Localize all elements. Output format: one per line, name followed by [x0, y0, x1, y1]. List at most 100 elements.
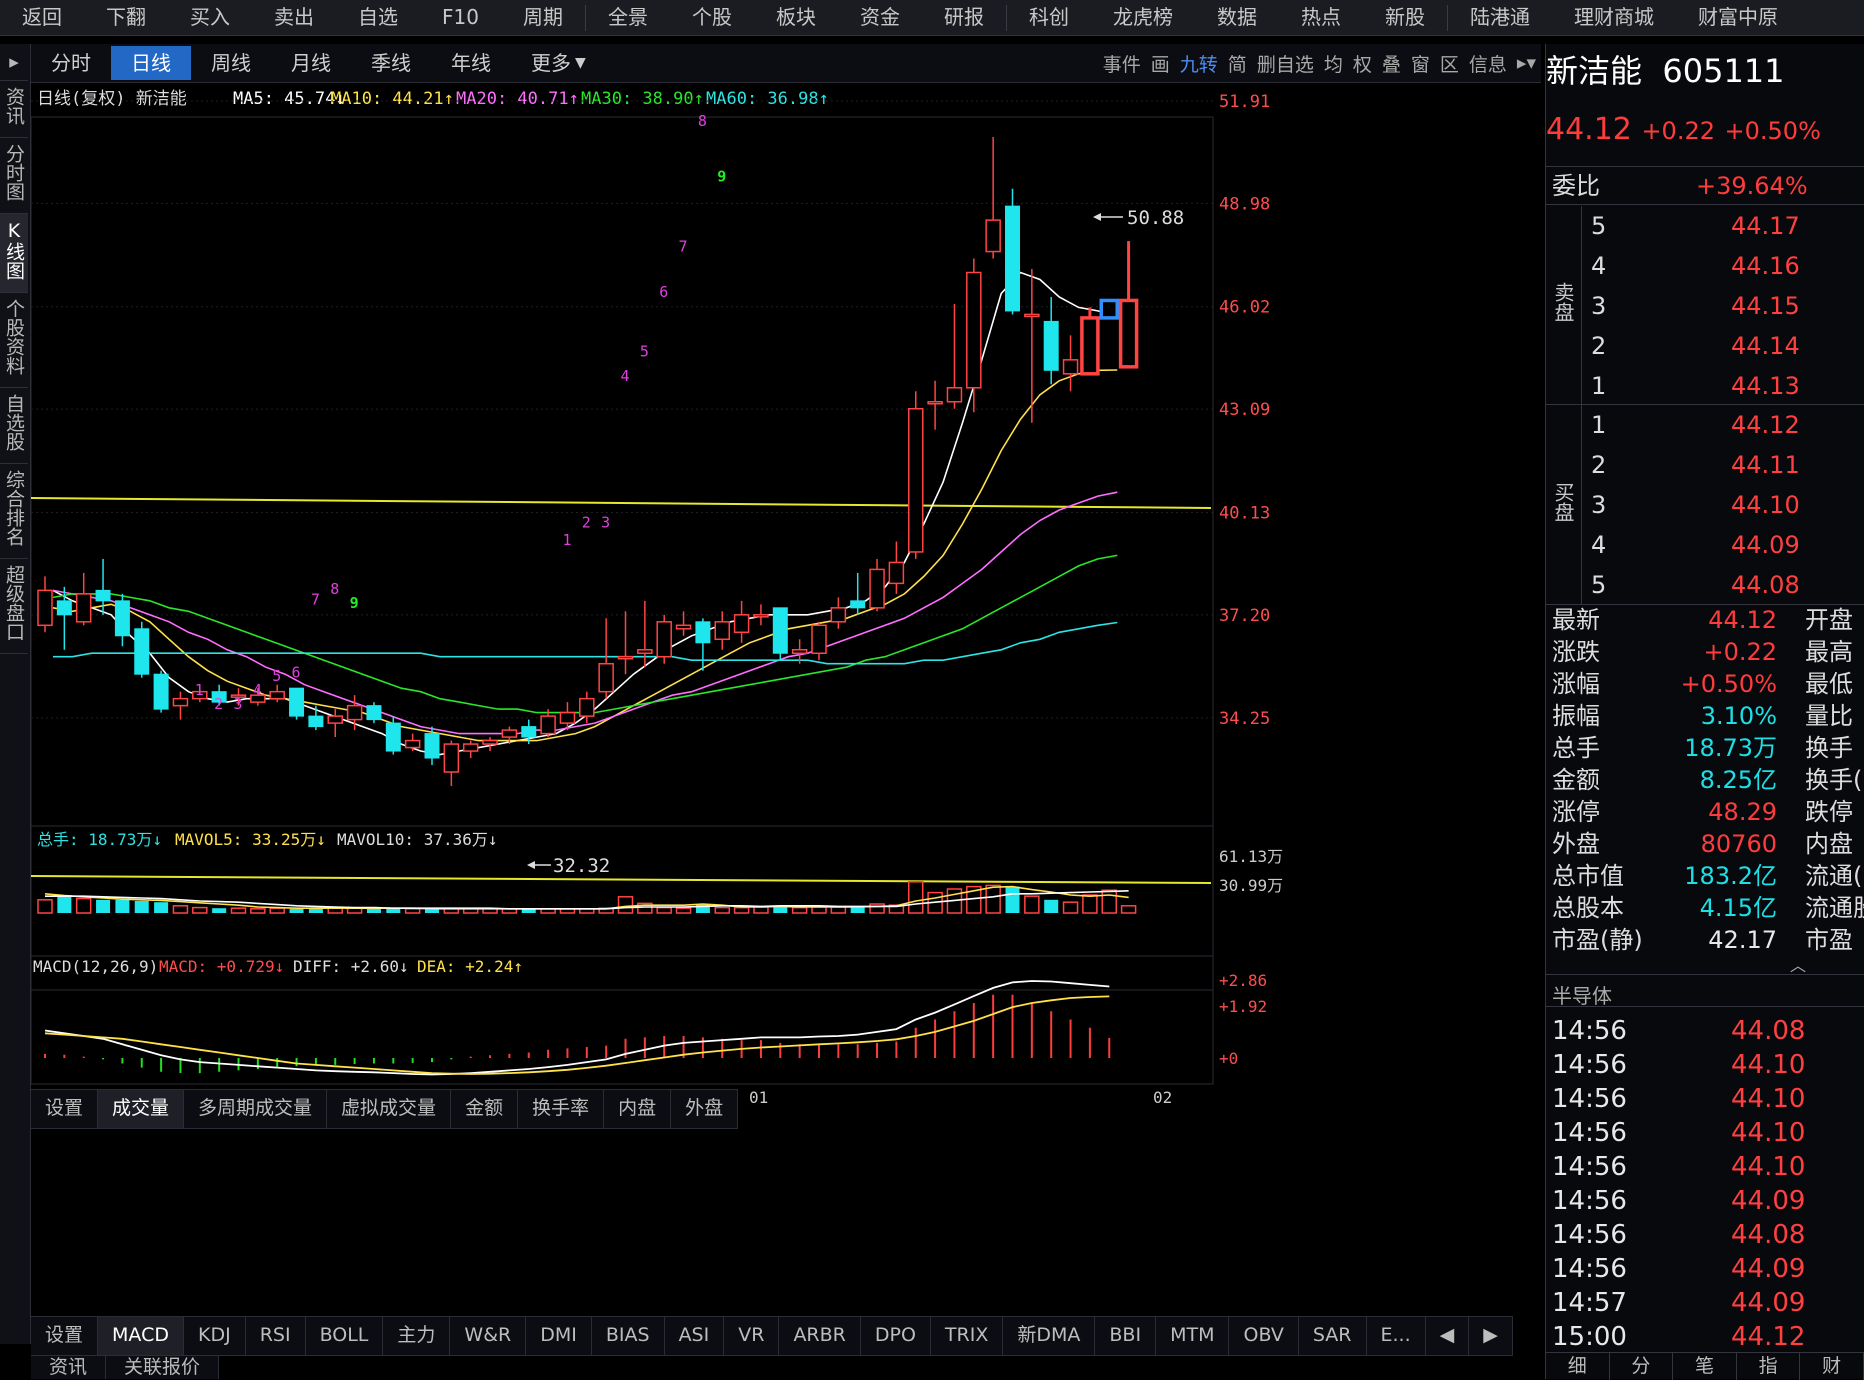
candle[interactable] — [114, 593, 130, 647]
rail-item[interactable]: K线图 — [0, 214, 28, 293]
sell-level-row[interactable]: 3 44.15 — [1581, 286, 1864, 326]
topbar-item[interactable]: 理财商城 — [1573, 4, 1654, 29]
indicator-tab[interactable]: VR — [724, 1317, 780, 1355]
topbar-item[interactable]: 返回 — [22, 4, 62, 29]
volume-tab[interactable]: 外盘 — [671, 1090, 739, 1128]
tool-item[interactable]: 区 — [1439, 53, 1459, 76]
period-tab[interactable]: 月线 — [291, 51, 331, 75]
buy-level-row[interactable]: 2 44.11 — [1581, 445, 1864, 485]
candle[interactable] — [985, 136, 1001, 259]
right-tab[interactable]: 细 — [1546, 1353, 1610, 1380]
candle[interactable] — [540, 709, 556, 738]
volume-tab[interactable]: 成交量 — [98, 1090, 185, 1128]
candle[interactable] — [927, 380, 943, 430]
topbar-item[interactable]: 科创 — [1028, 4, 1069, 29]
candle[interactable] — [830, 597, 847, 629]
topbar-item[interactable]: 热点 — [1300, 4, 1341, 29]
candle[interactable] — [482, 737, 498, 752]
indicator-tab[interactable]: W&R — [450, 1317, 527, 1355]
candle[interactable] — [250, 688, 266, 706]
topbar-item[interactable]: 自选 — [358, 4, 398, 29]
volume-tab[interactable]: 虚拟成交量 — [327, 1090, 452, 1128]
candle[interactable] — [1099, 298, 1119, 320]
indicator-tab[interactable]: 设置 — [31, 1317, 99, 1355]
candle[interactable] — [1024, 269, 1040, 423]
topbar-item[interactable]: 周期 — [522, 4, 563, 29]
candle[interactable] — [289, 687, 305, 720]
tool-item[interactable]: 权 — [1352, 53, 1372, 76]
right-tab[interactable]: 指 — [1737, 1353, 1801, 1380]
right-tab[interactable]: 财 — [1800, 1353, 1864, 1380]
more-chevron-icon[interactable]: ▼ — [575, 55, 586, 71]
buy-level-row[interactable]: 1 44.12 — [1581, 405, 1864, 445]
candle[interactable] — [153, 670, 169, 713]
candle[interactable] — [385, 716, 401, 755]
candle[interactable] — [559, 702, 576, 731]
topbar-item[interactable]: 新股 — [1384, 4, 1425, 29]
tool-item[interactable]: 均 — [1323, 53, 1343, 76]
candle[interactable] — [695, 618, 711, 671]
candle[interactable] — [869, 558, 885, 612]
candle[interactable] — [850, 572, 866, 615]
candle[interactable] — [908, 391, 924, 559]
sell-level-row[interactable]: 5 44.17 — [1581, 206, 1864, 246]
period-tab[interactable]: 周线 — [211, 51, 251, 75]
candle[interactable] — [134, 621, 150, 678]
topbar-item[interactable]: F10 — [442, 4, 479, 29]
indicator-tab[interactable]: BBI — [1095, 1317, 1157, 1355]
tool-item[interactable]: 事件 — [1102, 53, 1141, 76]
candle[interactable] — [1062, 335, 1079, 392]
candle[interactable] — [327, 709, 343, 738]
candle[interactable] — [1043, 296, 1059, 385]
topbar-item[interactable]: 陆港通 — [1469, 4, 1530, 29]
candle[interactable] — [462, 740, 479, 759]
candle[interactable] — [366, 702, 382, 724]
indicator-tab[interactable]: ARBR — [779, 1317, 861, 1355]
volume-tab[interactable]: 金额 — [451, 1090, 519, 1128]
topbar-item[interactable]: 财富中原 — [1697, 4, 1778, 29]
indicator-tab[interactable]: RSI — [246, 1317, 306, 1355]
right-tab[interactable]: 分 — [1610, 1353, 1674, 1380]
candle[interactable] — [772, 607, 788, 661]
candle[interactable] — [791, 639, 808, 664]
candle[interactable] — [637, 600, 653, 668]
rail-item[interactable]: 分时图 — [0, 138, 28, 214]
expand-icon[interactable]: ▸▾ — [1516, 52, 1536, 74]
rail-item[interactable]: 综合排名 — [0, 464, 28, 559]
candle[interactable] — [95, 558, 111, 615]
sell-level-row[interactable]: 2 44.14 — [1581, 326, 1864, 366]
resistance-line[interactable] — [31, 497, 1212, 509]
candle[interactable] — [521, 719, 537, 745]
rail-item[interactable]: 资讯 — [0, 81, 28, 138]
topbar-item[interactable]: 全景 — [607, 4, 648, 29]
indicator-tab[interactable]: MACD — [98, 1317, 184, 1355]
topbar-item[interactable]: 数据 — [1216, 4, 1257, 29]
topbar-item[interactable]: 下翻 — [106, 4, 146, 29]
candle[interactable] — [1118, 241, 1139, 369]
candle[interactable] — [37, 576, 53, 633]
candle[interactable] — [714, 611, 730, 650]
topbar-item[interactable]: 资金 — [859, 4, 900, 29]
sell-level-row[interactable]: 1 44.13 — [1581, 366, 1864, 406]
scroll-right-icon[interactable]: ▶ — [1469, 1317, 1513, 1355]
indicator-tab[interactable]: ASI — [665, 1317, 725, 1355]
indicator-tab[interactable]: BOLL — [306, 1317, 384, 1355]
period-tab[interactable]: 日线 — [111, 46, 191, 80]
indicator-tab[interactable]: DMI — [526, 1317, 592, 1355]
candle[interactable] — [946, 303, 963, 409]
candle[interactable] — [966, 258, 982, 413]
candle[interactable] — [811, 621, 827, 661]
candle[interactable] — [753, 604, 769, 626]
candle[interactable] — [424, 726, 440, 766]
candle[interactable] — [617, 611, 634, 675]
indicator-tab[interactable]: DPO — [861, 1317, 931, 1355]
candle[interactable] — [443, 740, 460, 786]
tool-item[interactable]: 画 — [1150, 53, 1170, 76]
candle[interactable] — [501, 726, 518, 745]
candle[interactable] — [308, 705, 324, 731]
period-tab[interactable]: 季线 — [371, 51, 411, 75]
tool-item[interactable]: 叠 — [1381, 53, 1401, 76]
candle[interactable] — [56, 586, 72, 650]
candle[interactable] — [675, 611, 692, 636]
indicator-tab[interactable]: OBV — [1229, 1317, 1299, 1355]
